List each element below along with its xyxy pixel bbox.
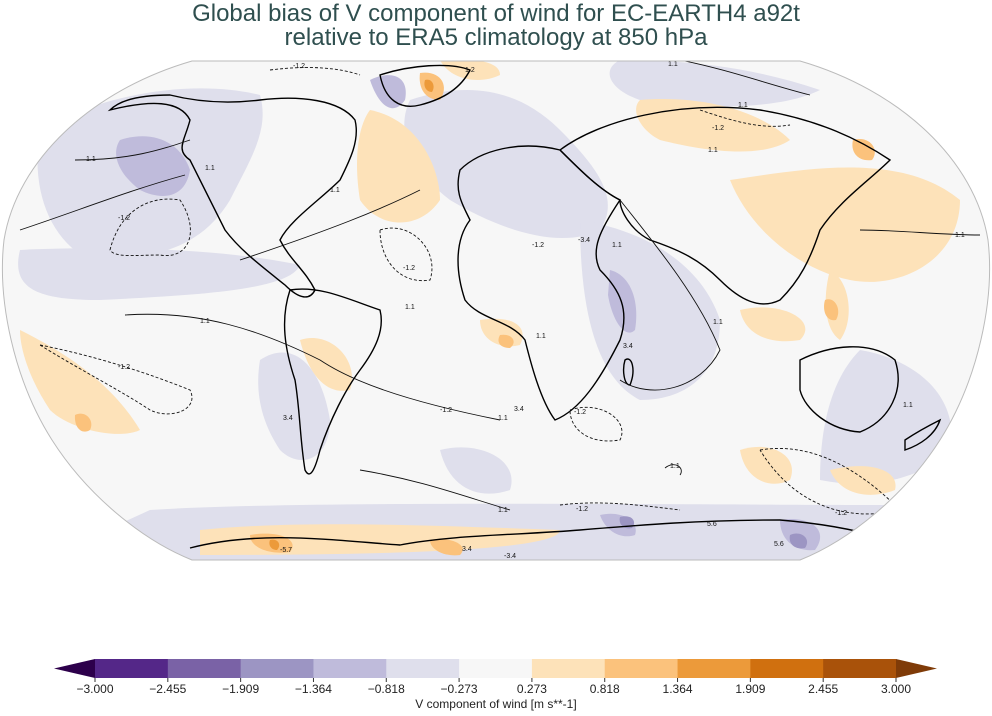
colorbar-tick-label: −0.273 <box>440 682 478 696</box>
colorbar-ticks <box>94 678 897 682</box>
svg-text:1.1: 1.1 <box>205 165 215 172</box>
svg-text:3.4: 3.4 <box>514 406 524 413</box>
svg-text:1.1: 1.1 <box>405 304 415 311</box>
colorbar-over-arrow <box>896 659 937 678</box>
australia-coast <box>799 346 899 433</box>
svg-text:1.1: 1.1 <box>498 507 508 514</box>
colorbar-under-arrow <box>54 659 95 678</box>
svg-text:5.6: 5.6 <box>774 541 784 548</box>
colorbar-label: V component of wind [m s**-1] <box>415 697 577 711</box>
colorbar-box <box>604 659 679 678</box>
map-boundary <box>1 60 991 561</box>
colorbar-box <box>95 659 169 678</box>
contours-positive <box>19 61 981 511</box>
colorbar-box <box>531 659 606 678</box>
svg-text:3.4: 3.4 <box>283 415 293 422</box>
colorbar-box <box>313 659 387 678</box>
coastlines <box>107 64 942 549</box>
colorbar-box <box>823 659 897 678</box>
new-zealand-coast <box>904 418 942 451</box>
svg-text:1.1: 1.1 <box>86 156 96 163</box>
colorbar-boxes <box>95 659 897 678</box>
colorbar-tick-label: 2.455 <box>808 682 839 696</box>
svg-text:5.6: 5.6 <box>707 521 717 528</box>
south-america-coast <box>283 288 382 475</box>
svg-text:-1.2: -1.2 <box>574 409 586 416</box>
svg-text:1.1: 1.1 <box>200 318 210 325</box>
strongest-positive-bias-fill <box>269 79 434 550</box>
svg-text:-1.2: -1.2 <box>712 125 724 132</box>
svg-text:1.1: 1.1 <box>668 61 678 68</box>
svg-text:-1.2: -1.2 <box>118 364 130 371</box>
north-america-coast <box>107 94 357 298</box>
colorbar-tick-label: 1.364 <box>662 682 693 696</box>
colorbar-box <box>386 659 460 678</box>
contours-negative <box>39 67 901 515</box>
colorbar-tick-label: −1.909 <box>222 682 260 696</box>
colorbar-tick-label: −2.455 <box>149 682 187 696</box>
svg-text:-1.2: -1.2 <box>532 242 544 249</box>
colorbar-tick-label: 3.000 <box>880 682 912 696</box>
svg-text:1.1: 1.1 <box>330 187 340 194</box>
colorbar-tick-label: 1.909 <box>735 682 766 696</box>
plot-title-line-2: relative to ERA5 climatology at 850 hPa <box>284 24 708 51</box>
colorbar-box <box>459 659 533 678</box>
svg-text:-1.2: -1.2 <box>118 215 130 222</box>
contour-labels: -1.2 1.2 1.1 1.1 -1.2 1.1 1.1 -1.2 -1.2 … <box>86 61 965 560</box>
colorbar-box <box>677 659 751 678</box>
greenland-coast <box>379 64 471 107</box>
colorbar-box <box>240 659 314 678</box>
colorbar-tick-label: −0.818 <box>367 682 405 696</box>
plot-title-line-1: Global bias of V component of wind for E… <box>192 0 800 27</box>
colorbar <box>54 659 937 682</box>
svg-text:1.1: 1.1 <box>903 402 913 409</box>
colorbar-tick-label: 0.818 <box>589 682 620 696</box>
colorbar-box <box>167 659 242 678</box>
svg-text:1.1: 1.1 <box>955 232 965 239</box>
svg-text:-3.4: -3.4 <box>578 237 590 244</box>
svg-text:3.4: 3.4 <box>623 343 633 350</box>
svg-text:-1.2: -1.2 <box>576 506 588 513</box>
asia-coast <box>558 106 892 305</box>
svg-text:-5.7: -5.7 <box>280 547 292 554</box>
svg-text:-1.2: -1.2 <box>293 63 305 70</box>
svg-text:3.4: 3.4 <box>462 546 472 553</box>
map-globe: -1.2 1.2 1.1 1.1 -1.2 1.1 1.1 -1.2 -1.2 … <box>2 61 990 560</box>
svg-text:1.1: 1.1 <box>670 463 680 470</box>
svg-text:1.1: 1.1 <box>713 319 723 326</box>
world-map: -1.2 1.2 1.1 1.1 -1.2 1.1 1.1 -1.2 -1.2 … <box>1 60 991 561</box>
svg-text:1.2: 1.2 <box>465 67 475 74</box>
colorbar-box <box>750 659 824 678</box>
svg-text:-1.2: -1.2 <box>440 407 452 414</box>
svg-text:1.1: 1.1 <box>498 415 508 422</box>
colorbar-tick-label: −1.364 <box>294 682 332 696</box>
colorbar-tick-label: −3.000 <box>76 682 114 696</box>
svg-text:1.1: 1.1 <box>738 102 748 109</box>
svg-text:-3.4: -3.4 <box>504 553 516 560</box>
svg-text:1.1: 1.1 <box>708 147 718 154</box>
svg-text:1.1: 1.1 <box>536 333 546 340</box>
svg-text:1.1: 1.1 <box>612 242 622 249</box>
svg-text:-1.2: -1.2 <box>835 510 847 517</box>
antarctica-coast <box>189 519 911 549</box>
colorbar-tick-label: 0.273 <box>516 682 547 696</box>
svg-text:-1.2: -1.2 <box>403 265 415 272</box>
